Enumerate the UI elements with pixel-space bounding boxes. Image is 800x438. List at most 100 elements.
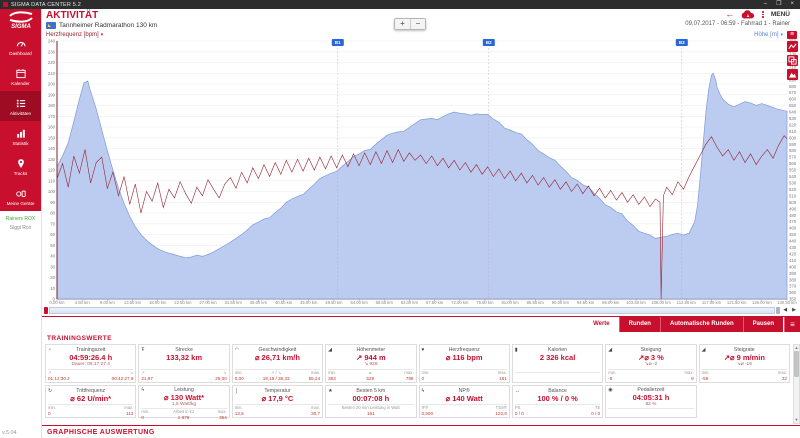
right-axis-title: Höhe [m] — [754, 31, 779, 38]
svg-text:90.00 km: 90.00 km — [552, 300, 570, 305]
stat-footer: min. 0 max. 161 — [421, 369, 507, 381]
device-item[interactable]: Siggi Rox — [9, 225, 32, 231]
tab-pausen[interactable]: Pausen — [742, 317, 783, 332]
chevron-down-icon: ▾ — [780, 31, 783, 38]
stat-minmax: ⌀ 529 — [366, 370, 375, 381]
close-button[interactable]: × — [790, 1, 794, 7]
tab-automatische-runden[interactable]: Automatische Runden — [659, 317, 743, 332]
stat-minmax: max. 30,7 — [311, 405, 321, 416]
sigma-logo[interactable]: SIGMA — [0, 9, 41, 31]
stat-value: 100 % / 0 % — [537, 394, 578, 403]
svg-text:117.00 km: 117.00 km — [702, 300, 722, 305]
stat-title: Strecke — [175, 346, 193, 353]
app-header: AKTIVITÄT Tannheimer Radmarathon 130 km … — [42, 9, 800, 30]
sidebar-item-dashboard[interactable]: Dashboard — [0, 31, 41, 61]
sidebar-item-kalender[interactable]: Kalender — [0, 61, 41, 91]
power-icon: ϟ — [141, 387, 145, 393]
stat-card-besten-5km: ★ Besten 5 km 00:07:08 h Besten 20 min Leis… — [325, 385, 417, 418]
chart-marker-b2 — [482, 39, 495, 46]
calendar-icon — [15, 67, 27, 80]
sidebar-item-statistik[interactable]: Statistik — [0, 121, 41, 151]
svg-text:500: 500 — [789, 200, 797, 205]
stat-footer: min. 0,00 ↗ / ↘ 19,19 / 35,33 max. 55,24 — [234, 369, 321, 381]
stat-value: ⌀ 130 Watt* — [164, 393, 205, 402]
chart-menu-button[interactable]: ≡ — [787, 30, 797, 39]
chart-view-buttons — [787, 41, 798, 80]
device-item[interactable]: Rainers ROX — [5, 216, 36, 222]
svg-text:40.50 km: 40.50 km — [275, 300, 293, 305]
stat-card-kalorien: ▮ Kalorien 2 326 kcal — [511, 344, 604, 383]
tab-runden[interactable]: Runden — [618, 317, 660, 332]
stat-title: Steigung — [640, 346, 662, 353]
svg-text:370: 370 — [789, 284, 797, 289]
chevron-down-icon: ▾ — [100, 31, 104, 38]
sidebar-item-label: Statistik — [12, 140, 29, 146]
stat-footer: min. -9 max. 9 — [608, 369, 694, 381]
scrollbar-thumb[interactable] — [794, 351, 799, 377]
svg-text:B3: B3 — [679, 40, 685, 45]
zoom-in-button[interactable]: + — [395, 19, 410, 29]
tabs: Werte Runden Automatische Runden Pausen — [584, 317, 783, 332]
svg-text:0.00 km: 0.00 km — [50, 300, 65, 305]
stat-card-balance: ↔ Balance 100 % / 0 % PS 0 / 0 TE 0 / 0 — [511, 385, 604, 418]
zoom-out-button[interactable]: − — [410, 19, 425, 29]
mountain-icon: ◢ — [328, 346, 332, 353]
trainingswerte-scrollbar[interactable]: ▲ ▼ — [793, 344, 800, 424]
graphische-auswertung-bar[interactable]: GRAPHISCHE AUSWERTUNG — [42, 425, 800, 438]
scroll-right-button[interactable]: ▶ — [792, 307, 796, 313]
mountain-profile-button[interactable] — [787, 69, 798, 80]
cloud-sync-icon[interactable] — [741, 10, 755, 19]
sidebar-item-tracks[interactable]: Tracks — [0, 151, 41, 181]
sidebar-item-label: Meine Geräte — [6, 200, 35, 206]
menu-dots-icon[interactable] — [762, 11, 764, 18]
sidebar-item-meine-ger-te[interactable]: Meine Geräte — [0, 181, 41, 211]
range-handle-left[interactable] — [44, 307, 48, 314]
svg-text:360: 360 — [789, 290, 797, 295]
svg-text:9.00 km: 9.00 km — [100, 300, 115, 305]
range-track[interactable] — [49, 307, 776, 314]
stat-minmax: min. 13,6 — [234, 405, 244, 416]
tabs-menu-button[interactable]: ≡ — [784, 317, 800, 332]
minimize-button[interactable]: – — [763, 1, 768, 7]
chart-svg[interactable]: 0 10 20 30 40 50 60 70 80 90 100 110 120 130 140 150 160… — [42, 39, 800, 305]
heart-rate-line — [56, 135, 788, 300]
stat-minmax: min. -9 — [608, 370, 617, 381]
stat-minmax: max. 798 — [404, 370, 414, 381]
back-button[interactable]: ← — [725, 9, 735, 19]
range-handle-right[interactable] — [776, 307, 781, 314]
stat-card-hoehenmeter: ◢ Höhenmeter ↗ 944 m ↘ 928 min. 363 ⌀ 529 max. 79… — [325, 344, 417, 383]
stat-minmax: ↘ 00:42:27.9 — [111, 370, 134, 381]
tab-werte[interactable]: Werte — [584, 317, 619, 332]
stat-footer: Besten 20 min Leistung in Watt 161 — [328, 404, 414, 416]
line-chart-button[interactable] — [787, 41, 798, 52]
stat-value: 00:07:08 h — [352, 394, 390, 403]
svg-text:130.50 km: 130.50 km — [777, 300, 797, 305]
tabs-bar: Werte Runden Automatische Runden Pausen ≡ — [42, 316, 800, 332]
stat-title: Pedalierzeit — [637, 387, 665, 393]
svg-text:590: 590 — [789, 142, 797, 147]
menu-button[interactable]: MENÜ — [770, 11, 790, 18]
right-axis-selector[interactable]: Höhe [m] ▾ — [754, 32, 783, 38]
svg-text:67.50 km: 67.50 km — [426, 300, 444, 305]
cadence-icon: ↻ — [48, 387, 53, 394]
compare-charts-button[interactable] — [787, 55, 798, 66]
svg-text:190: 190 — [48, 92, 56, 97]
svg-text:660: 660 — [789, 97, 797, 102]
stat-title: Geschwindigkeit — [258, 346, 297, 353]
left-axis-selector[interactable]: Herzfrequenz [bpm] ▾ — [46, 32, 103, 38]
activity-name[interactable]: Tannheimer Radmarathon 130 km — [59, 22, 158, 29]
scroll-up-icon[interactable]: ▲ — [794, 345, 799, 350]
sidebar-item-aktivit-ten[interactable]: Aktivitäten — [0, 91, 41, 121]
scroll-down-icon[interactable]: ▼ — [794, 417, 799, 422]
stat-value: 04:59:26.4 h — [69, 353, 113, 362]
svg-text:480: 480 — [789, 213, 797, 218]
activity-chart[interactable]: 0 10 20 30 40 50 60 70 80 90 100 110 120 130 140 150 160… — [42, 39, 800, 305]
stat-value: 04:05:31 h — [632, 393, 670, 402]
scroll-left-button[interactable]: ◀ — [783, 307, 788, 313]
stat-footer: min. 13,6 max. 30,7 — [234, 404, 321, 416]
svg-text:103.50 km: 103.50 km — [626, 300, 646, 305]
stat-title: Höhenmeter — [356, 346, 386, 353]
svg-text:560: 560 — [789, 161, 797, 166]
maximize-button[interactable]: ❐ — [776, 1, 782, 7]
stat-minmax: Besten 20 min Leistung in Watt 161 — [341, 405, 400, 416]
